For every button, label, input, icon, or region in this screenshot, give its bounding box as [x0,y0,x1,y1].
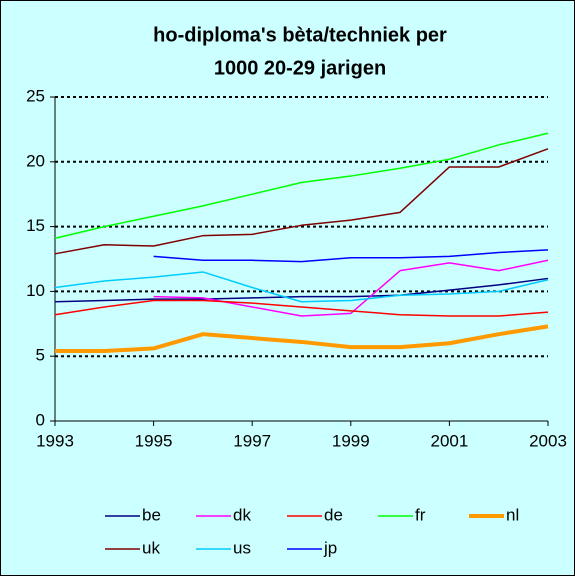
x-tick-label: 1997 [233,431,271,450]
x-tick-label: 2003 [529,431,567,450]
x-tick-label: 2001 [430,431,468,450]
y-tick-label: 15 [26,216,45,235]
x-tick-label: 1995 [135,431,173,450]
data-line [55,324,549,354]
data-line [54,299,549,317]
legend-label: uk [142,538,160,557]
legend-label: de [324,505,343,524]
y-tick-label: 10 [26,281,45,300]
data-line [54,271,549,303]
data-line [54,277,549,303]
data-line [153,249,549,263]
chart-title: ho-diploma's bèta/techniek per [153,24,447,46]
y-tick-label: 20 [26,151,45,170]
x-tick-label: 1999 [332,431,370,450]
data-line [54,132,549,239]
y-tick-label: 0 [36,410,45,429]
x-tick-label: 1993 [36,431,74,450]
y-tick-label: 5 [36,346,45,365]
legend-label: fr [415,505,426,524]
legend-label: jp [323,538,337,557]
legend-label: us [233,538,251,557]
data-line [54,148,549,255]
chart-title: 1000 20-29 jarigen [214,57,386,79]
legend-label: be [142,505,161,524]
legend-label: dk [233,505,251,524]
legend-label: nl [506,505,519,524]
y-tick-label: 25 [26,86,45,105]
